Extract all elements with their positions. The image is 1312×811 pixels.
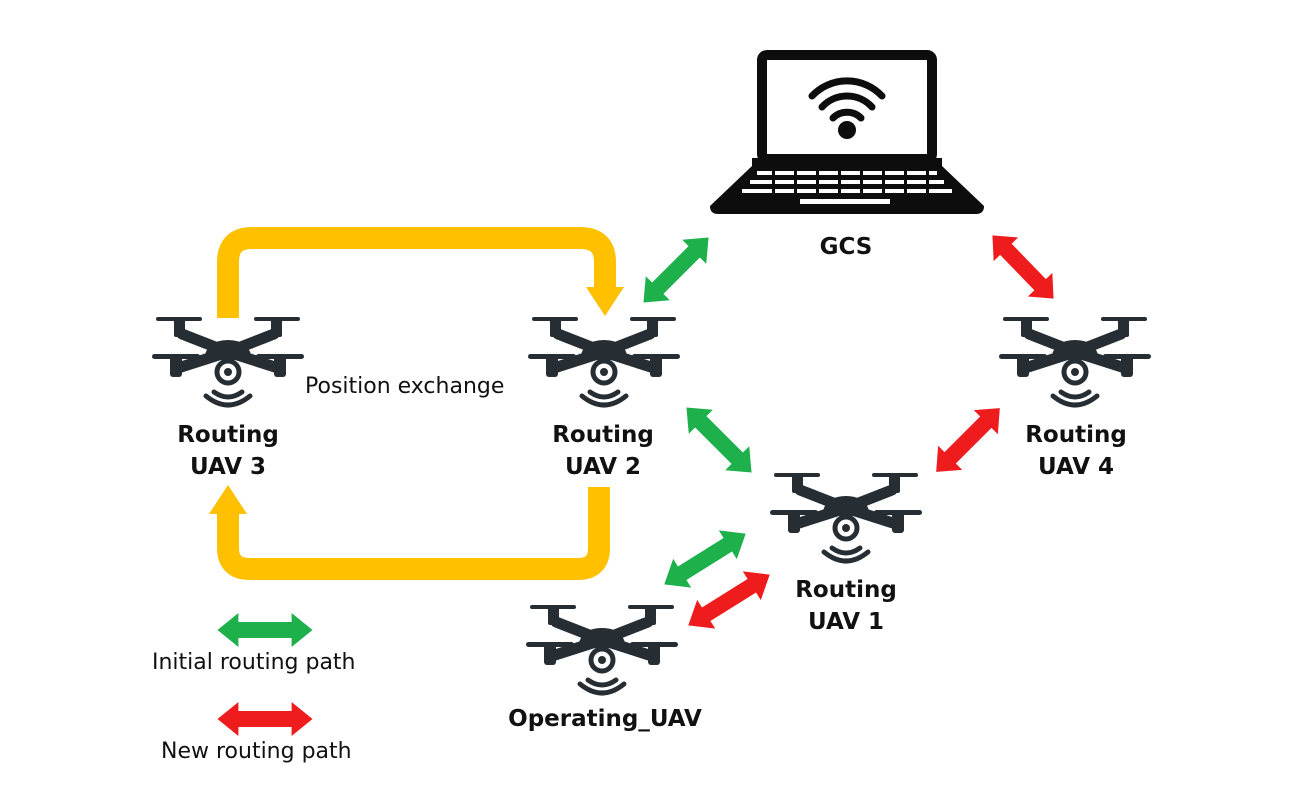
legend-initial-label: Initial routing path (152, 650, 356, 675)
routing-uav1-drone-icon (770, 473, 922, 561)
legend-new-arrow (217, 702, 313, 736)
laptop-wifi-icon (710, 50, 984, 214)
legend-initial-arrow (217, 613, 313, 647)
routing-uav4-drone-icon (999, 317, 1151, 405)
uav1-label-line1: Routing (795, 577, 897, 603)
uav3-label-line2: UAV 3 (189, 454, 267, 480)
routing-uav3-drone-icon (152, 317, 304, 405)
position-exchange-label: Position exchange (305, 374, 505, 399)
uav2-label: Routing UAV 2 (543, 419, 663, 483)
uav3-label: Routing UAV 3 (168, 419, 288, 483)
position-exchange-arrows (209, 227, 624, 580)
arrow-uav4-uav1-new (924, 396, 1012, 484)
uav4-label-line2: UAV 4 (1037, 454, 1115, 480)
uav4-label-line1: Routing (1025, 422, 1127, 448)
uav1-label: Routing UAV 1 (786, 574, 906, 638)
legend-new-label: New routing path (161, 739, 352, 764)
arrow-uav2-uav1-initial (674, 395, 764, 485)
routing-uav2-drone-icon (528, 317, 680, 405)
operating-uav-drone-icon (526, 605, 678, 693)
uav3-label-line1: Routing (177, 422, 279, 448)
uav2-label-line2: UAV 2 (564, 454, 642, 480)
uav2-label-line1: Routing (552, 422, 654, 448)
operating-uav-label: Operating_UAV (508, 706, 702, 732)
gcs-label: GCS (819, 234, 873, 260)
arrow-gcs-uav2-initial (631, 225, 721, 315)
uav4-label: Routing UAV 4 (1016, 419, 1136, 483)
arrow-gcs-uav4-new (980, 223, 1066, 311)
uav1-label-line2: UAV 1 (807, 609, 885, 635)
